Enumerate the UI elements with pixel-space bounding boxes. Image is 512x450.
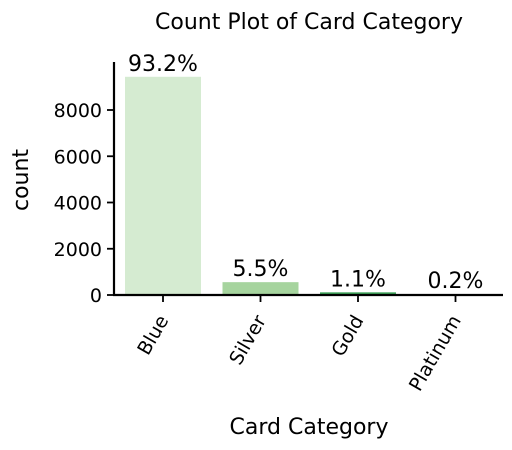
bar-blue <box>125 76 201 295</box>
bars-group <box>125 76 494 295</box>
x-tick-label-blue: Blue <box>133 312 173 359</box>
data-label-blue: 93.2% <box>128 52 198 77</box>
y-tick-label: 6000 <box>54 146 102 168</box>
y-ticks-group: 0 2000 4000 6000 8000 <box>54 100 114 307</box>
data-label-silver: 5.5% <box>233 257 289 282</box>
x-tick-label-silver: Silver <box>225 311 271 368</box>
data-label-platinum: 0.2% <box>428 269 484 294</box>
x-axis-label: Card Category <box>230 415 389 440</box>
y-tick-label: 2000 <box>54 239 102 261</box>
y-tick-label: 4000 <box>54 193 102 215</box>
y-tick-label: 0 <box>90 285 102 307</box>
y-tick-label: 8000 <box>54 100 102 122</box>
y-axis-label: count <box>9 149 34 211</box>
x-ticks-group: Blue Silver Gold Platinum <box>133 295 466 395</box>
bar-silver <box>222 282 299 295</box>
x-tick-label-platinum: Platinum <box>405 312 466 395</box>
data-labels-group: 93.2% 5.5% 1.1% 0.2% <box>128 52 483 294</box>
bar-gold <box>320 292 396 295</box>
x-tick-label-gold: Gold <box>327 312 368 361</box>
data-label-gold: 1.1% <box>330 267 386 292</box>
chart-title: Count Plot of Card Category <box>155 10 463 35</box>
